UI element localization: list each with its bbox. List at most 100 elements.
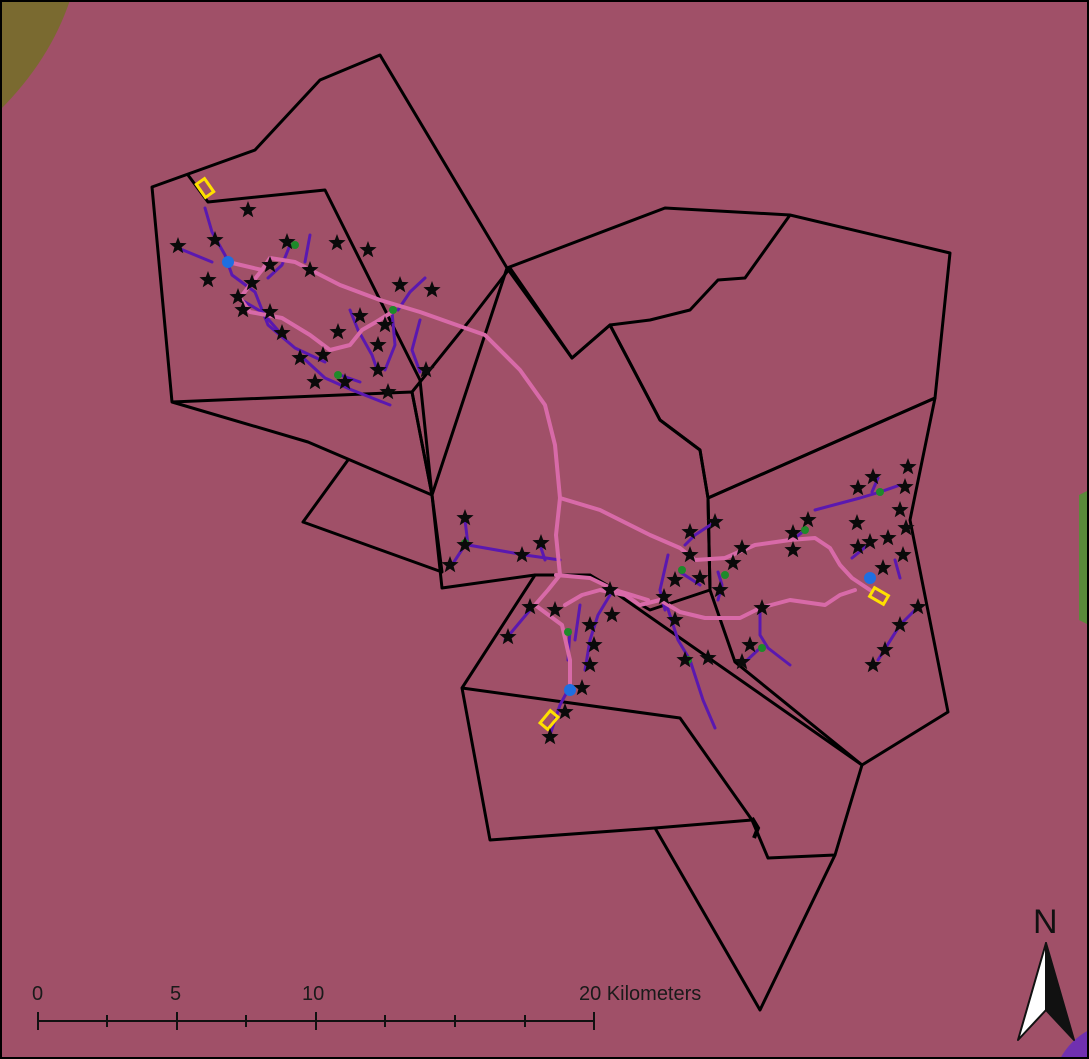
star-icon[interactable]: [864, 468, 882, 485]
rectangle-icon[interactable]: [867, 585, 891, 607]
star-icon[interactable]: [369, 361, 387, 378]
star-icon[interactable]: [753, 599, 771, 616]
star-icon[interactable]: [896, 478, 914, 495]
star-icon[interactable]: [874, 559, 892, 576]
circle-icon[interactable]: [876, 488, 884, 496]
star-icon[interactable]: [306, 373, 324, 390]
star-icon[interactable]: [864, 656, 882, 673]
star-icon[interactable]: [417, 361, 435, 378]
star-icon[interactable]: [351, 307, 369, 324]
star-icon[interactable]: [206, 231, 224, 248]
circle-icon[interactable]: [721, 571, 729, 579]
star-icon[interactable]: [733, 539, 751, 556]
star-icon[interactable]: [499, 628, 517, 645]
star-icon[interactable]: [879, 529, 897, 546]
star-icon[interactable]: [784, 524, 802, 541]
star-icon[interactable]: [849, 479, 867, 496]
star-icon[interactable]: [733, 653, 751, 670]
star-icon[interactable]: [379, 383, 397, 400]
star-icon[interactable]: [681, 523, 699, 540]
star-icon[interactable]: [229, 288, 247, 305]
star-icon[interactable]: [301, 261, 319, 278]
star-icon[interactable]: [541, 728, 559, 745]
rectangle-icon[interactable]: [194, 176, 216, 200]
star-icon[interactable]: [556, 703, 574, 720]
star-icon[interactable]: [261, 256, 279, 273]
circle-icon[interactable]: [222, 256, 234, 268]
star-icon[interactable]: [848, 514, 866, 531]
main-road: [563, 588, 857, 620]
star-icon[interactable]: [243, 274, 261, 291]
star-icon[interactable]: [894, 546, 912, 563]
star-icon[interactable]: [581, 656, 599, 673]
star-icon[interactable]: [423, 281, 441, 298]
star-icon[interactable]: [369, 336, 387, 353]
circle-icon[interactable]: [564, 684, 576, 696]
star-icon[interactable]: [546, 601, 564, 618]
star-icon[interactable]: [891, 616, 909, 633]
star-icon[interactable]: [861, 533, 879, 550]
district-boundary-east[interactable]: [706, 396, 950, 767]
star-icon[interactable]: [691, 569, 709, 586]
star-icon[interactable]: [706, 513, 724, 530]
star-icon[interactable]: [603, 606, 621, 623]
star-icon[interactable]: [849, 538, 867, 555]
star-icon[interactable]: [784, 541, 802, 558]
star-icon[interactable]: [234, 301, 252, 318]
star-icon[interactable]: [711, 581, 729, 598]
star-icon[interactable]: [291, 349, 309, 366]
circle-icon[interactable]: [758, 644, 766, 652]
circle-icon[interactable]: [334, 371, 342, 379]
rectangle-icon[interactable]: [537, 708, 561, 732]
star-icon[interactable]: [456, 509, 474, 526]
scale-label-0: 0: [32, 983, 43, 1005]
star-icon[interactable]: [799, 511, 817, 528]
circle-icon[interactable]: [864, 572, 876, 584]
star-icon[interactable]: [581, 616, 599, 633]
star-icon[interactable]: [261, 303, 279, 320]
star-icon[interactable]: [456, 536, 474, 553]
star-icon[interactable]: [676, 651, 694, 668]
star-icon[interactable]: [376, 316, 394, 333]
star-icon[interactable]: [273, 324, 291, 341]
star-icon[interactable]: [573, 679, 591, 696]
circle-icon[interactable]: [291, 241, 299, 249]
main-road: [238, 268, 394, 352]
star-icon[interactable]: [741, 636, 759, 653]
star-icon[interactable]: [391, 276, 409, 293]
star-icon[interactable]: [724, 554, 742, 571]
star-icon[interactable]: [876, 641, 894, 658]
star-icon[interactable]: [585, 636, 603, 653]
star-icon[interactable]: [681, 546, 699, 563]
star-icon[interactable]: [199, 271, 217, 288]
star-icon[interactable]: [314, 346, 332, 363]
star-icon[interactable]: [601, 581, 619, 598]
star-icon[interactable]: [699, 649, 717, 666]
branch-line: [348, 308, 380, 374]
star-icon[interactable]: [891, 501, 909, 518]
star-icon[interactable]: [521, 598, 539, 615]
circle-icon[interactable]: [801, 526, 809, 534]
circle-icon[interactable]: [564, 628, 572, 636]
star-icon[interactable]: [513, 546, 531, 563]
star-icon[interactable]: [359, 241, 377, 258]
star-icon[interactable]: [441, 556, 459, 573]
star-icon[interactable]: [899, 458, 917, 475]
star-icon[interactable]: [169, 237, 187, 254]
star-icon[interactable]: [239, 201, 257, 218]
star-icon[interactable]: [909, 598, 927, 615]
star-icon[interactable]: [532, 534, 550, 551]
star-icon[interactable]: [666, 571, 684, 588]
star-icon[interactable]: [666, 611, 684, 628]
star-icon[interactable]: [336, 373, 354, 390]
star-icon[interactable]: [329, 323, 347, 340]
star-icon[interactable]: [655, 588, 673, 605]
star-icon[interactable]: [328, 234, 346, 251]
circle-icon[interactable]: [389, 306, 397, 314]
branch-line: [683, 518, 720, 547]
star-icon[interactable]: [897, 519, 915, 536]
circle-icon[interactable]: [678, 566, 686, 574]
star-icon[interactable]: [278, 233, 296, 250]
